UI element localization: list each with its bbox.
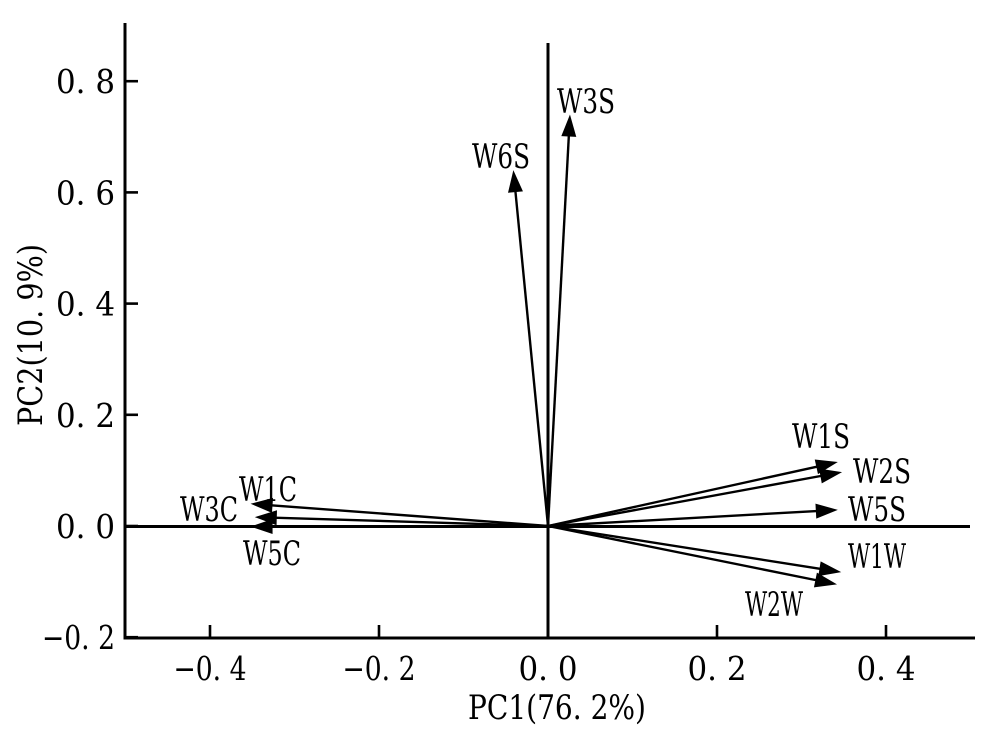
x-tick-label: −0. 4 — [174, 649, 247, 688]
vector-w2w-label: W2W — [745, 585, 803, 625]
vector-w1c-arrowhead — [250, 497, 274, 513]
vector-w1c-line — [269, 503, 549, 528]
vector-w2s-arrowhead — [819, 468, 843, 484]
vector-w1w-line — [547, 524, 823, 571]
y-tick-label: 0. 6 — [56, 173, 115, 212]
vector-w3s-line — [546, 133, 571, 527]
vector-w2s-line — [547, 474, 824, 528]
x-tick-label: 0. 0 — [519, 649, 578, 688]
x-tick-label: −0. 2 — [343, 649, 416, 688]
vector-w6s-label: W6S — [472, 137, 530, 177]
vector-w3s-arrowhead — [561, 114, 577, 137]
x-tick-label: 0. 4 — [857, 649, 916, 688]
vector-w5c-arrowhead — [250, 519, 273, 535]
vector-w2w-line — [547, 524, 819, 582]
vector-w1s-label: W1S — [792, 417, 850, 457]
x-axis-title: PC1(76. 2%) — [468, 688, 646, 728]
y-tick-label: 0. 0 — [56, 507, 115, 546]
vector-w5s-arrowhead — [815, 503, 838, 519]
vector-w2s-label: W2S — [853, 452, 911, 492]
vector-w5c-line — [269, 524, 549, 528]
vector-w1c-label: W1C — [239, 470, 297, 510]
y-tick-label: 0. 4 — [56, 285, 115, 324]
y-tick-label: 0. 8 — [56, 62, 115, 101]
y-axis-title: PC2(10. 9%) — [11, 244, 51, 426]
plot-render-layer: −0. 4 −0. 2 0. 0 0. 2 0. 4 −0. 2 0. 0 0. 2 0. 4 0… — [42, 23, 975, 688]
y-tick-label: −0. 2 — [42, 618, 115, 657]
vector-w6s-line — [514, 188, 550, 527]
y-tick-label: 0. 2 — [56, 396, 115, 435]
vector-w3s-label: W3S — [557, 82, 615, 122]
vector-w1w-arrowhead — [818, 561, 842, 577]
vector-w5c-label: W5C — [243, 534, 301, 574]
vector-w5s-label: W5S — [848, 490, 906, 530]
vector-w1w-label: W1W — [848, 537, 906, 577]
vector-w5s-line — [547, 509, 819, 528]
vector-w1s-line — [547, 464, 820, 528]
x-tick-label: 0. 2 — [688, 649, 747, 688]
vector-w3c-label: W3C — [180, 490, 238, 530]
vector-w3c-line — [273, 516, 549, 528]
vector-w6s-arrowhead — [508, 170, 523, 193]
vector-w2w-arrowhead — [813, 572, 837, 588]
